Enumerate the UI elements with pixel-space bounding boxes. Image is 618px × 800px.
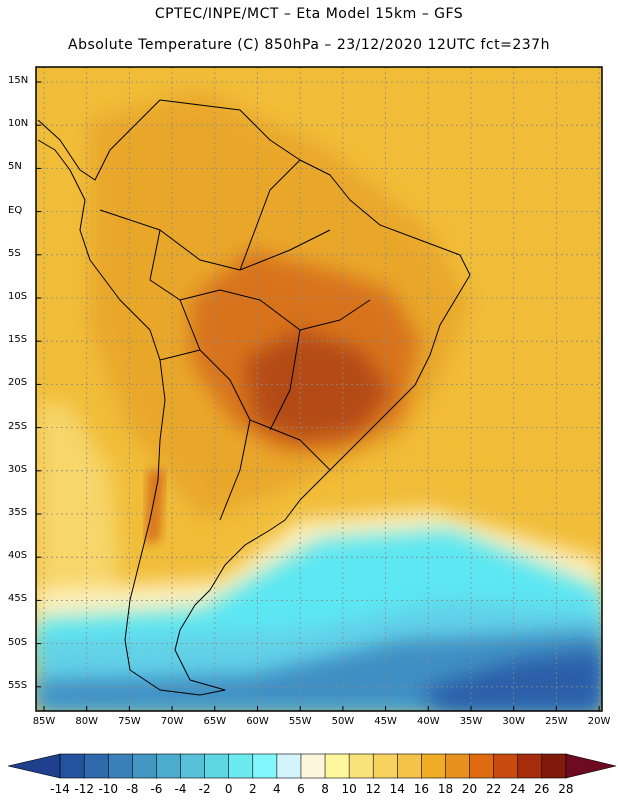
latitude-label: 40S: [8, 550, 28, 562]
latitude-label: 55S: [8, 679, 28, 691]
colorbar: [7, 753, 617, 779]
latitude-label: 5N: [8, 161, 22, 173]
longitude-label: 85W: [32, 716, 56, 727]
hot-core-field: [245, 330, 390, 440]
longitude-label: 80W: [75, 716, 98, 727]
colorbar-tick-label: -2: [198, 782, 211, 796]
colorbar-swatch: [541, 753, 567, 779]
longitude-label: 30W: [502, 716, 525, 727]
colorbar-tick-label: 28: [558, 782, 574, 796]
colorbar-tick-label: 24: [510, 782, 526, 796]
latitude-label: 15S: [8, 334, 28, 346]
latitude-label: 10S: [8, 291, 28, 302]
deep-blue-core: [420, 650, 602, 711]
colorbar-tick-label: 2: [248, 782, 257, 796]
colorbar-swatch: [228, 753, 254, 779]
longitude-label: 50W: [331, 716, 355, 727]
colorbar-swatch: [300, 753, 326, 779]
colorbar-tick-label: -10: [98, 782, 119, 796]
colorbar-tick-label: -14: [50, 782, 70, 796]
coastline-and-borders: [37, 99, 471, 696]
longitude-label: 70W: [160, 716, 184, 727]
colorbar-swatch: [324, 753, 350, 779]
colorbar-tick-label: -4: [174, 782, 187, 796]
colorbar-swatch: [517, 753, 543, 779]
andes-warm-streak: [145, 470, 165, 545]
colorbar-swatch: [493, 753, 519, 779]
colorbar-swatch: [421, 753, 447, 779]
mild-atlantic-field: [430, 67, 602, 480]
south-america-coastline: [37, 99, 471, 696]
colorbar-swatch: [204, 753, 230, 779]
colorbar-tick-label: 16: [413, 782, 430, 796]
longitude-label: 65W: [203, 716, 227, 727]
colorbar-swatch: [7, 753, 61, 779]
latitude-ticks: [36, 81, 41, 688]
colorbar-tick-label: 18: [437, 782, 454, 796]
colorbar-swatch: [107, 753, 134, 779]
colorbar-swatch: [276, 753, 302, 779]
colorbar-tick-label: 6: [297, 782, 305, 796]
colorbar-tick-label: 0: [224, 782, 233, 796]
longitude-ticks: [43, 706, 600, 711]
longitude-label: 35W: [459, 716, 483, 727]
latitude-label: 5S: [8, 247, 21, 259]
latitude-label: EQ: [8, 204, 23, 216]
colorbar-tick-label: 14: [389, 782, 405, 796]
gridlines: [36, 67, 602, 711]
colorbar-tick-label: 12: [365, 782, 381, 796]
temperature-field: [36, 67, 602, 711]
latitude-label: 20S: [8, 377, 28, 389]
colorbar-tick-label: -12: [74, 782, 94, 796]
latitude-label: 30S: [8, 463, 28, 475]
colorbar-tick-label: 10: [341, 782, 357, 796]
colorbar-swatch: [397, 753, 423, 779]
latitude-label: 10N: [8, 118, 29, 130]
colorbar-swatch: [59, 753, 85, 779]
latitude-label: 25S: [8, 420, 28, 432]
longitude-label: 25W: [545, 716, 568, 727]
longitude-label: 60W: [246, 716, 269, 727]
colorbar-tick-label: -6: [150, 782, 163, 796]
longitude-label: 45W: [374, 716, 397, 727]
colorbar-swatch: [348, 753, 375, 779]
colorbar-swatch: [252, 753, 278, 779]
longitude-label: 55W: [288, 716, 312, 727]
country-borders: [99, 159, 371, 521]
longitude-label: 20W: [587, 716, 611, 727]
colorbar-tick-label: 26: [534, 782, 550, 796]
colorbar-swatch: [469, 753, 495, 779]
latitude-label: 45S: [8, 593, 28, 605]
longitude-label: 75W: [118, 716, 141, 727]
colorbar-tick-label: 20: [461, 782, 478, 796]
map-frame: [35, 66, 603, 712]
colorbar-swatch: [565, 753, 617, 779]
colorbar-swatch: [156, 753, 182, 779]
colorbar-swatch: [132, 753, 158, 779]
latitude-label: 15N: [8, 75, 29, 86]
latitude-label: 35S: [8, 507, 28, 518]
colorbar-tick-label: 22: [486, 782, 502, 796]
title-line-1: CPTEC/INPE/MCT – Eta Model 15km – GFS: [154, 6, 464, 22]
longitude-label: 40W: [416, 716, 440, 727]
title-line-2: Absolute Temperature (C) 850hPa – 23/12/…: [68, 37, 550, 53]
colorbar-tick-label: -8: [126, 782, 139, 796]
colorbar-swatch: [372, 753, 399, 779]
latitude-label: 50S: [8, 636, 28, 648]
colorbar-tick-label: 4: [273, 782, 281, 796]
colorbar-swatch: [180, 753, 206, 779]
pacific-cool-tongue: [36, 400, 120, 620]
colorbar-swatch: [83, 753, 110, 779]
colorbar-tick-label: 8: [321, 782, 329, 796]
colorbar-swatch: [445, 753, 471, 779]
